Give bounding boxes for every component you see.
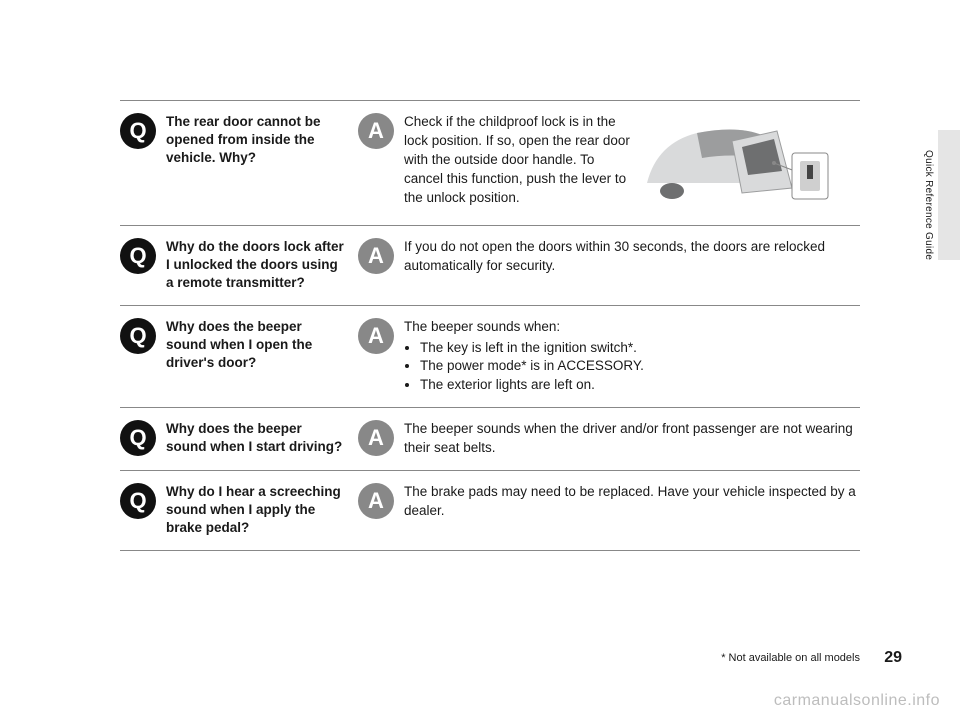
question-text: The rear door cannot be opened from insi… [166,113,358,168]
answer-text: The beeper sounds when: The key is left … [404,318,860,396]
page-content: Q The rear door cannot be opened from in… [120,100,860,551]
question-icon: Q [120,113,156,149]
answer-icon: A [358,420,394,456]
question-text: Why does the beeper sound when I open th… [166,318,358,373]
answer-icon: A [358,318,394,354]
question-text: Why does the beeper sound when I start d… [166,420,358,456]
answer-text: The beeper sounds when the driver and/or… [404,420,860,458]
question-icon: Q [120,238,156,274]
question-icon: Q [120,420,156,456]
qa-row: Q Why do the doors lock after I unlocked… [120,225,860,305]
answer-text: Check if the childproof lock is in the l… [404,113,634,207]
qa-row: Q Why does the beeper sound when I open … [120,305,860,408]
question-icon: Q [120,318,156,354]
childproof-lock-illustration [642,113,832,213]
question-text: Why do the doors lock after I unlocked t… [166,238,358,293]
answer-lead: The beeper sounds when: [404,318,860,337]
footnote: * Not available on all models [721,652,860,664]
side-section-label: Quick Reference Guide [923,150,934,260]
answer-bullets: The key is left in the ignition switch*.… [404,339,860,396]
page-number: 29 [884,649,902,667]
question-icon: Q [120,483,156,519]
answer-text: The brake pads may need to be replaced. … [404,483,860,521]
side-tab [938,130,960,260]
qa-row: Q Why does the beeper sound when I start… [120,407,860,470]
bullet: The power mode* is in ACCESSORY. [420,357,860,376]
answer-icon: A [358,238,394,274]
answer-text: If you do not open the doors within 30 s… [404,238,860,276]
question-text: Why do I hear a screeching sound when I … [166,483,358,538]
answer-icon: A [358,113,394,149]
bullet: The exterior lights are left on. [420,376,860,395]
qa-row: Q Why do I hear a screeching sound when … [120,470,860,551]
qa-row: Q The rear door cannot be opened from in… [120,100,860,225]
answer-icon: A [358,483,394,519]
bullet: The key is left in the ignition switch*. [420,339,860,358]
watermark: carmanualsonline.info [774,692,940,710]
